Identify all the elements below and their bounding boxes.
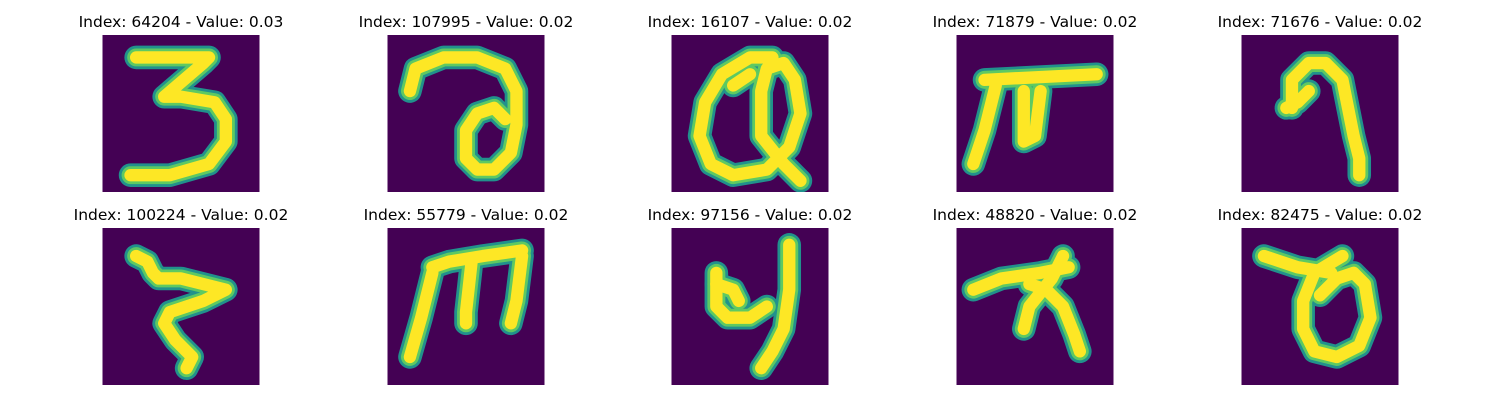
digit-image bbox=[671, 228, 829, 385]
m-like-glyph bbox=[387, 228, 545, 385]
panel-title: Index: 48820 - Value: 0.02 bbox=[932, 206, 1138, 224]
panel-title: Index: 97156 - Value: 0.02 bbox=[647, 206, 853, 224]
digit-image bbox=[102, 228, 260, 385]
digit-3-glyph bbox=[102, 35, 260, 192]
digit-image bbox=[956, 35, 1114, 192]
panel-title: Index: 100224 - Value: 0.02 bbox=[73, 206, 289, 224]
panel-title: Index: 71676 - Value: 0.02 bbox=[1217, 13, 1423, 31]
nine-like-glyph bbox=[1241, 35, 1399, 192]
panel-title: Index: 64204 - Value: 0.03 bbox=[78, 13, 284, 31]
pi-like-glyph bbox=[956, 35, 1114, 192]
digit-image bbox=[671, 35, 829, 192]
x-bar-glyph bbox=[956, 228, 1114, 385]
digit-image bbox=[956, 228, 1114, 385]
panel-title: Index: 71879 - Value: 0.02 bbox=[932, 13, 1138, 31]
digit-image bbox=[387, 228, 545, 385]
panel-title: Index: 55779 - Value: 0.02 bbox=[363, 206, 569, 224]
loop-a-glyph bbox=[387, 35, 545, 192]
digit-image bbox=[102, 35, 260, 192]
theta-like-glyph bbox=[1241, 228, 1399, 385]
panel-title: Index: 16107 - Value: 0.02 bbox=[647, 13, 853, 31]
digit-image bbox=[1241, 228, 1399, 385]
panel-title: Index: 107995 - Value: 0.02 bbox=[358, 13, 574, 31]
loop-q-glyph bbox=[671, 35, 829, 192]
z-like-glyph bbox=[102, 228, 260, 385]
four-like-glyph bbox=[671, 228, 829, 385]
panel-title: Index: 82475 - Value: 0.02 bbox=[1217, 206, 1423, 224]
digit-image bbox=[1241, 35, 1399, 192]
digit-image bbox=[387, 35, 545, 192]
